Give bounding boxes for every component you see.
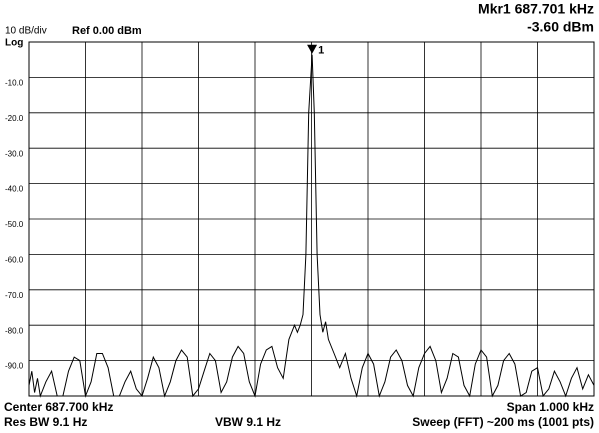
res-bw: Res BW 9.1 Hz — [4, 415, 87, 429]
center-frequency: Center 687.700 kHz — [4, 400, 113, 414]
sweep: Sweep (FFT) ~200 ms (1001 pts) — [412, 415, 594, 429]
y-tick-label: -50.0 — [5, 220, 24, 229]
marker — [307, 44, 318, 54]
ref-label: Ref 0.00 dBm — [72, 25, 142, 37]
y-tick-label: -30.0 — [5, 149, 24, 158]
marker-frequency: Mkr1 687.701 kHz — [478, 1, 594, 17]
marker-label: 1 — [318, 45, 324, 57]
y-tick-label: -10.0 — [5, 79, 24, 88]
y-tick-label: -80.0 — [5, 326, 24, 335]
y-tick-label: -40.0 — [5, 185, 24, 194]
span: Span 1.000 kHz — [507, 400, 594, 414]
scale-type: Log — [5, 38, 23, 49]
scale-label: 10 dB/div — [5, 26, 47, 37]
y-tick-label: -90.0 — [5, 362, 24, 371]
y-tick-label: -60.0 — [5, 256, 24, 265]
trace — [28, 54, 595, 398]
y-tick-label: -20.0 — [5, 114, 24, 123]
y-tick-label: -70.0 — [5, 291, 24, 300]
vbw: VBW 9.1 Hz — [215, 415, 281, 429]
marker-amplitude: -3.60 dBm — [527, 19, 594, 35]
